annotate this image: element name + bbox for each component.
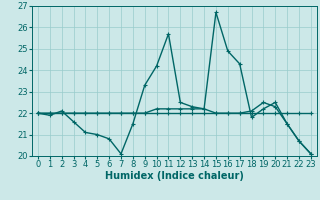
X-axis label: Humidex (Indice chaleur): Humidex (Indice chaleur) (105, 171, 244, 181)
